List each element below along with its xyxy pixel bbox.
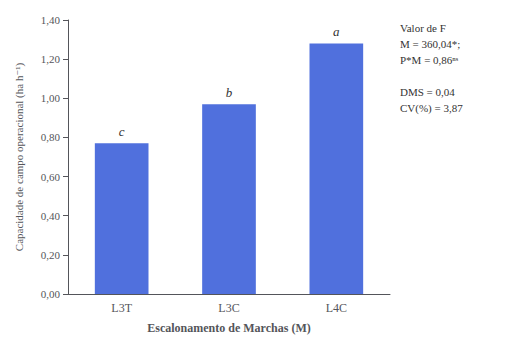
svg-text:L3C: L3C: [218, 301, 239, 315]
svg-text:1,40: 1,40: [41, 14, 61, 26]
svg-text:0,60: 0,60: [41, 171, 61, 183]
svg-text:c: c: [119, 124, 125, 139]
svg-text:0,40: 0,40: [41, 210, 61, 222]
svg-text:0,20: 0,20: [41, 249, 61, 261]
svg-text:1,00: 1,00: [41, 92, 61, 104]
svg-text:Capacidade de campo operaciona: Capacidade de campo operacional (ha h⁻¹): [13, 62, 26, 251]
svg-text:L3T: L3T: [111, 301, 132, 315]
svg-text:Valor de F: Valor de F: [400, 22, 446, 34]
svg-text:Escalonamento de Marchas (M): Escalonamento de Marchas (M): [147, 321, 310, 335]
svg-text:CV(%) = 3,87: CV(%) = 3,87: [400, 102, 463, 115]
svg-text:L4C: L4C: [326, 301, 347, 315]
svg-text:0,00: 0,00: [41, 288, 61, 300]
svg-text:M = 360,04*;: M = 360,04*;: [400, 38, 460, 50]
svg-text:b: b: [226, 85, 233, 100]
svg-text:P*M = 0,86ⁿˢ: P*M = 0,86ⁿˢ: [400, 54, 459, 66]
svg-text:1,20: 1,20: [41, 53, 61, 65]
svg-text:0,80: 0,80: [41, 131, 61, 143]
svg-text:DMS = 0,04: DMS = 0,04: [400, 86, 455, 98]
svg-text:a: a: [333, 24, 340, 39]
